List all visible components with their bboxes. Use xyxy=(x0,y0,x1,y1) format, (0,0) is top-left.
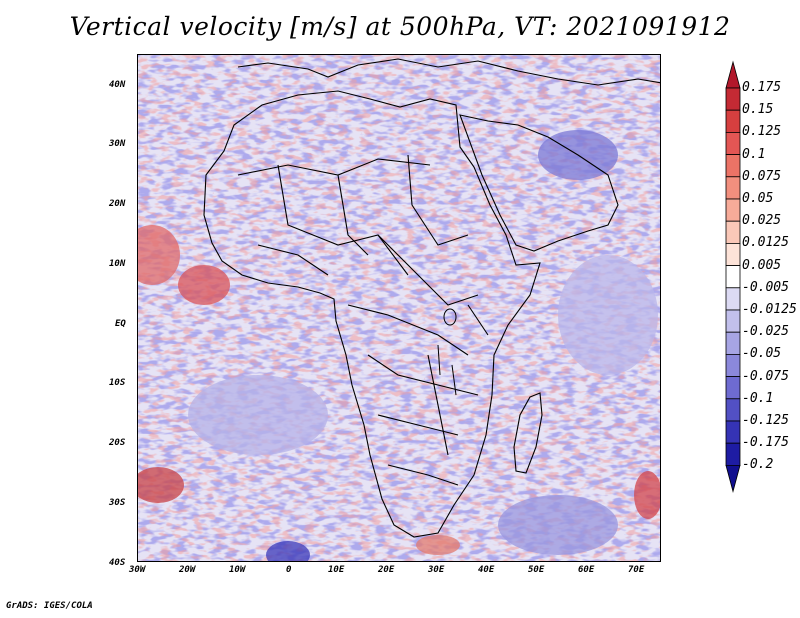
lat-tick: 10N xyxy=(109,259,126,269)
colorbar-label: -0.05 xyxy=(742,346,782,362)
colorbar-cell xyxy=(725,331,741,355)
lon-tick: 30W xyxy=(129,565,146,575)
colorbar-cell xyxy=(725,220,741,244)
colorbar-label: -0.025 xyxy=(742,324,789,340)
lon-tick: 10E xyxy=(328,565,345,575)
lat-tick: 30N xyxy=(109,139,126,149)
colorbar-cell xyxy=(725,353,741,377)
colorbar-cell xyxy=(725,109,741,133)
map-panel xyxy=(137,54,661,562)
colorbar-label: 0.025 xyxy=(742,213,782,229)
colorbar-label: 0.05 xyxy=(742,191,774,206)
colorbar-label: 0.175 xyxy=(742,80,782,95)
colorbar-cell xyxy=(725,309,741,333)
colorbar-label: -0.005 xyxy=(742,279,789,295)
colorbar-label: -0.0125 xyxy=(742,302,797,317)
colorbar-cell xyxy=(725,376,741,400)
colorbar-cell xyxy=(725,398,741,422)
colorbar-cell xyxy=(725,87,741,111)
lon-tick: 20W xyxy=(179,565,196,575)
lon-tick: 50E xyxy=(528,565,545,575)
lat-tick: 40S xyxy=(109,558,126,568)
colorbar-label: -0.1 xyxy=(742,390,774,406)
lon-tick: 70E xyxy=(628,565,645,575)
colorbar-top-arrow xyxy=(725,60,741,89)
lat-tick: 10S xyxy=(109,378,126,388)
colorbar-cell xyxy=(725,242,741,266)
lon-tick: 10W xyxy=(229,565,246,575)
lon-tick: 20E xyxy=(378,565,395,575)
colorbar-label: -0.125 xyxy=(742,413,789,428)
colorbar-cell xyxy=(725,442,741,466)
colorbar-label: -0.075 xyxy=(742,368,789,384)
lon-tick: 40E xyxy=(478,565,495,575)
colorbar-label: 0.15 xyxy=(742,102,774,118)
chart-title: Vertical velocity [m/s] at 500hPa, VT: 2… xyxy=(69,12,731,41)
lat-tick: 20S xyxy=(109,438,126,448)
colorbar-label: 0.075 xyxy=(742,168,782,184)
lon-tick: 30E xyxy=(428,565,445,575)
lat-tick: EQ xyxy=(115,319,126,329)
lat-tick: 20N xyxy=(109,199,126,209)
grads-credit: GrADS: IGES/COLA xyxy=(6,601,93,611)
colorbar-cell xyxy=(725,154,741,178)
colorbar-label: -0.2 xyxy=(742,457,774,473)
colorbar-cell xyxy=(725,176,741,200)
colorbar-cell xyxy=(725,198,741,222)
colorbar-cell xyxy=(725,265,741,289)
colorbar-cell xyxy=(725,420,741,444)
colorbar xyxy=(725,60,741,493)
colorbar-label: 0.125 xyxy=(742,124,782,140)
colorbar-bottom-arrow xyxy=(725,464,741,493)
lat-tick: 30S xyxy=(109,498,126,508)
lon-tick: 0 xyxy=(286,565,292,575)
colorbar-label: 0.005 xyxy=(742,257,782,273)
lon-tick: 60E xyxy=(578,565,595,575)
colorbar-label: 0.1 xyxy=(742,146,766,162)
colorbar-label: 0.0125 xyxy=(742,235,789,251)
lat-tick: 40N xyxy=(109,80,126,90)
colorbar-cell xyxy=(725,287,741,311)
colorbar-cell xyxy=(725,132,741,156)
vertical-velocity-field xyxy=(138,55,660,561)
colorbar-label: -0.175 xyxy=(742,435,789,451)
